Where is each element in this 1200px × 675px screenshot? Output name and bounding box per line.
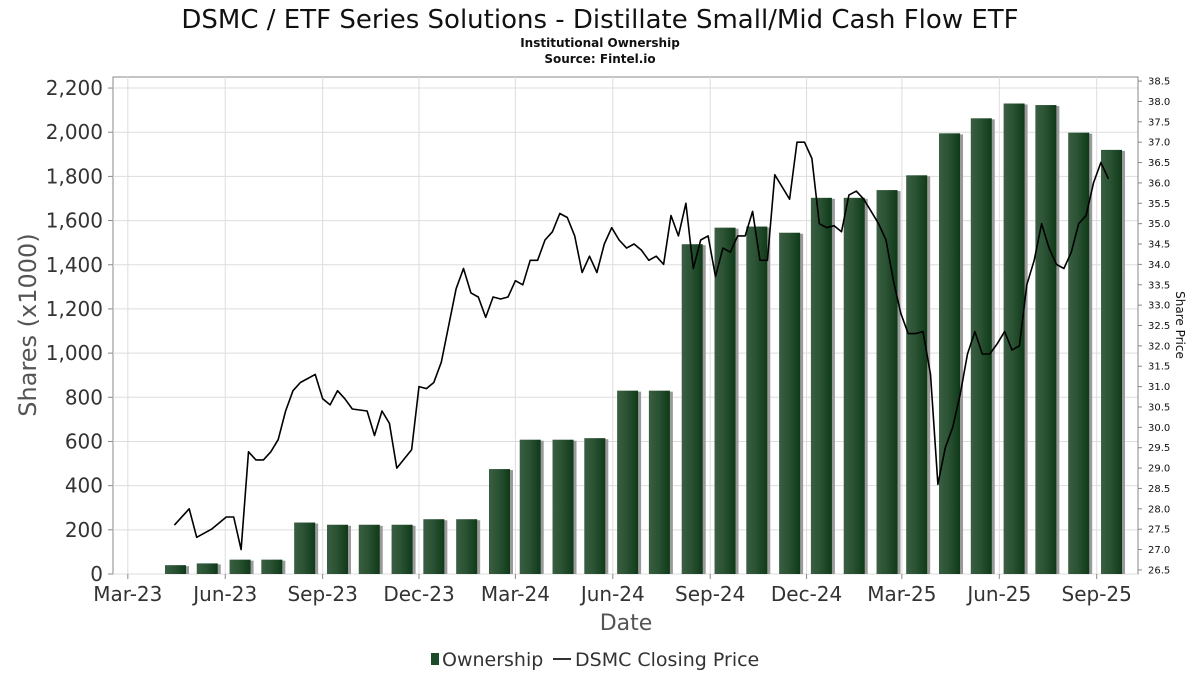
ownership-bars bbox=[164, 103, 1126, 575]
x-tick-label: Jun-25 bbox=[965, 582, 1031, 606]
ownership-bar bbox=[519, 439, 541, 574]
left-tick-label: 0 bbox=[90, 562, 103, 586]
left-tick-label: 400 bbox=[65, 474, 103, 498]
x-tick-label: Dec-23 bbox=[383, 582, 454, 606]
right-tick-label: 26.5 bbox=[1148, 565, 1170, 576]
ownership-bar bbox=[810, 197, 832, 574]
right-tick-label: 33.0 bbox=[1148, 301, 1170, 312]
left-axis: 0 200 400 600 800 1,000 1,200 1,400 1,600 1,800 2,… bbox=[46, 76, 113, 586]
ownership-bar bbox=[584, 438, 606, 574]
legend: Ownership DSMC Closing Price bbox=[431, 649, 759, 671]
right-tick-label: 32.5 bbox=[1148, 321, 1170, 332]
right-tick-label: 35.0 bbox=[1148, 219, 1170, 230]
left-tick-label: 1,200 bbox=[46, 297, 103, 321]
right-tick-label: 31.0 bbox=[1148, 382, 1170, 393]
right-tick-label: 33.5 bbox=[1148, 280, 1170, 291]
x-tick-label: Jun-23 bbox=[191, 582, 257, 606]
ownership-bar bbox=[939, 133, 961, 574]
ownership-bar bbox=[488, 469, 510, 574]
ownership-bar bbox=[1101, 149, 1123, 575]
ownership-bar bbox=[970, 118, 992, 575]
ownership-bar bbox=[779, 232, 801, 574]
legend-ownership-label: Ownership bbox=[442, 649, 543, 671]
left-tick-label: 1,400 bbox=[46, 253, 103, 277]
right-tick-label: 37.5 bbox=[1148, 117, 1170, 128]
left-tick-label: 1,000 bbox=[46, 341, 103, 365]
left-tick-label: 200 bbox=[65, 518, 103, 542]
ownership-bar bbox=[714, 227, 736, 574]
right-tick-label: 28.5 bbox=[1148, 484, 1170, 495]
right-tick-label: 29.0 bbox=[1148, 464, 1170, 475]
ownership-bar bbox=[1068, 132, 1090, 574]
left-tick-label: 2,000 bbox=[46, 120, 103, 144]
right-tick-label: 31.5 bbox=[1148, 362, 1170, 373]
ownership-bar bbox=[196, 563, 218, 574]
ownership-bar bbox=[552, 439, 574, 574]
y-axis-label: Shares (x1000) bbox=[14, 233, 42, 416]
right-tick-label: 37.0 bbox=[1148, 138, 1170, 149]
ownership-bar bbox=[843, 197, 865, 574]
right-tick-label: 32.0 bbox=[1148, 341, 1170, 352]
left-tick-label: 1,800 bbox=[46, 164, 103, 188]
ownership-bar bbox=[746, 226, 768, 574]
ownership-bar bbox=[423, 519, 445, 574]
x-tick-label: Sep-24 bbox=[675, 582, 745, 606]
x-tick-label: Mar-23 bbox=[93, 582, 162, 606]
ownership-bar bbox=[876, 190, 898, 575]
x-tick-label: Sep-25 bbox=[1062, 582, 1132, 606]
ownership-bar bbox=[1035, 105, 1057, 574]
left-tick-label: 800 bbox=[65, 385, 103, 409]
price-line-layer bbox=[173, 141, 1110, 551]
right-tick-label: 34.5 bbox=[1148, 240, 1170, 251]
x-axis: Mar-23 Jun-23 Sep-23 Dec-23 Mar-24 Jun-24 Sep-… bbox=[93, 574, 1132, 606]
right-tick-label: 35.5 bbox=[1148, 199, 1170, 210]
x-tick-label: Mar-24 bbox=[481, 582, 550, 606]
right-tick-label: 30.0 bbox=[1148, 423, 1170, 434]
ownership-bar bbox=[164, 565, 186, 574]
chart-subtitle: Institutional Ownership bbox=[520, 36, 680, 50]
right-tick-label: 38.0 bbox=[1148, 97, 1170, 108]
right-tick-label: 34.0 bbox=[1148, 260, 1170, 271]
x-tick-label: Mar-25 bbox=[867, 582, 936, 606]
left-tick-label: 2,200 bbox=[46, 76, 103, 100]
right-axis: 26.5 27.0 27.5 28.0 28.5 29.0 29.5 30.0 30.5 31.0… bbox=[1137, 77, 1170, 576]
ownership-bar bbox=[358, 524, 380, 574]
right-tick-label: 27.5 bbox=[1148, 525, 1170, 536]
y2-axis-label: Share Price bbox=[1173, 291, 1187, 359]
ownership-bar bbox=[391, 524, 413, 574]
right-tick-label: 29.5 bbox=[1148, 443, 1170, 454]
right-tick-label: 27.0 bbox=[1148, 545, 1170, 556]
x-axis-label: Date bbox=[600, 611, 653, 636]
x-tick-label: Dec-24 bbox=[771, 582, 842, 606]
right-tick-label: 28.0 bbox=[1148, 504, 1170, 515]
ownership-bar bbox=[617, 390, 639, 574]
x-tick-label: Sep-23 bbox=[287, 582, 357, 606]
ownership-bar bbox=[261, 559, 283, 574]
ownership-bar bbox=[906, 175, 928, 574]
x-tick-label: Jun-24 bbox=[579, 582, 645, 606]
left-tick-label: 1,600 bbox=[46, 209, 103, 233]
ownership-bar bbox=[648, 390, 670, 574]
right-tick-label: 36.5 bbox=[1148, 158, 1170, 169]
legend-price-label: DSMC Closing Price bbox=[575, 649, 759, 671]
chart-source: Source: Fintel.io bbox=[544, 52, 655, 66]
ownership-bar bbox=[294, 522, 316, 574]
right-tick-label: 38.5 bbox=[1148, 77, 1170, 88]
ownership-bar bbox=[326, 524, 348, 574]
chart-title: DSMC / ETF Series Solutions - Distillate… bbox=[181, 5, 1018, 35]
left-tick-label: 600 bbox=[65, 429, 103, 453]
ownership-bar bbox=[229, 559, 251, 574]
ownership-bar bbox=[1003, 103, 1025, 575]
ownership-bar bbox=[681, 244, 703, 574]
legend-ownership-swatch bbox=[431, 653, 439, 665]
price-line bbox=[173, 141, 1110, 551]
right-tick-label: 36.0 bbox=[1148, 178, 1170, 189]
right-tick-label: 30.5 bbox=[1148, 402, 1170, 413]
ownership-bar bbox=[456, 519, 478, 574]
